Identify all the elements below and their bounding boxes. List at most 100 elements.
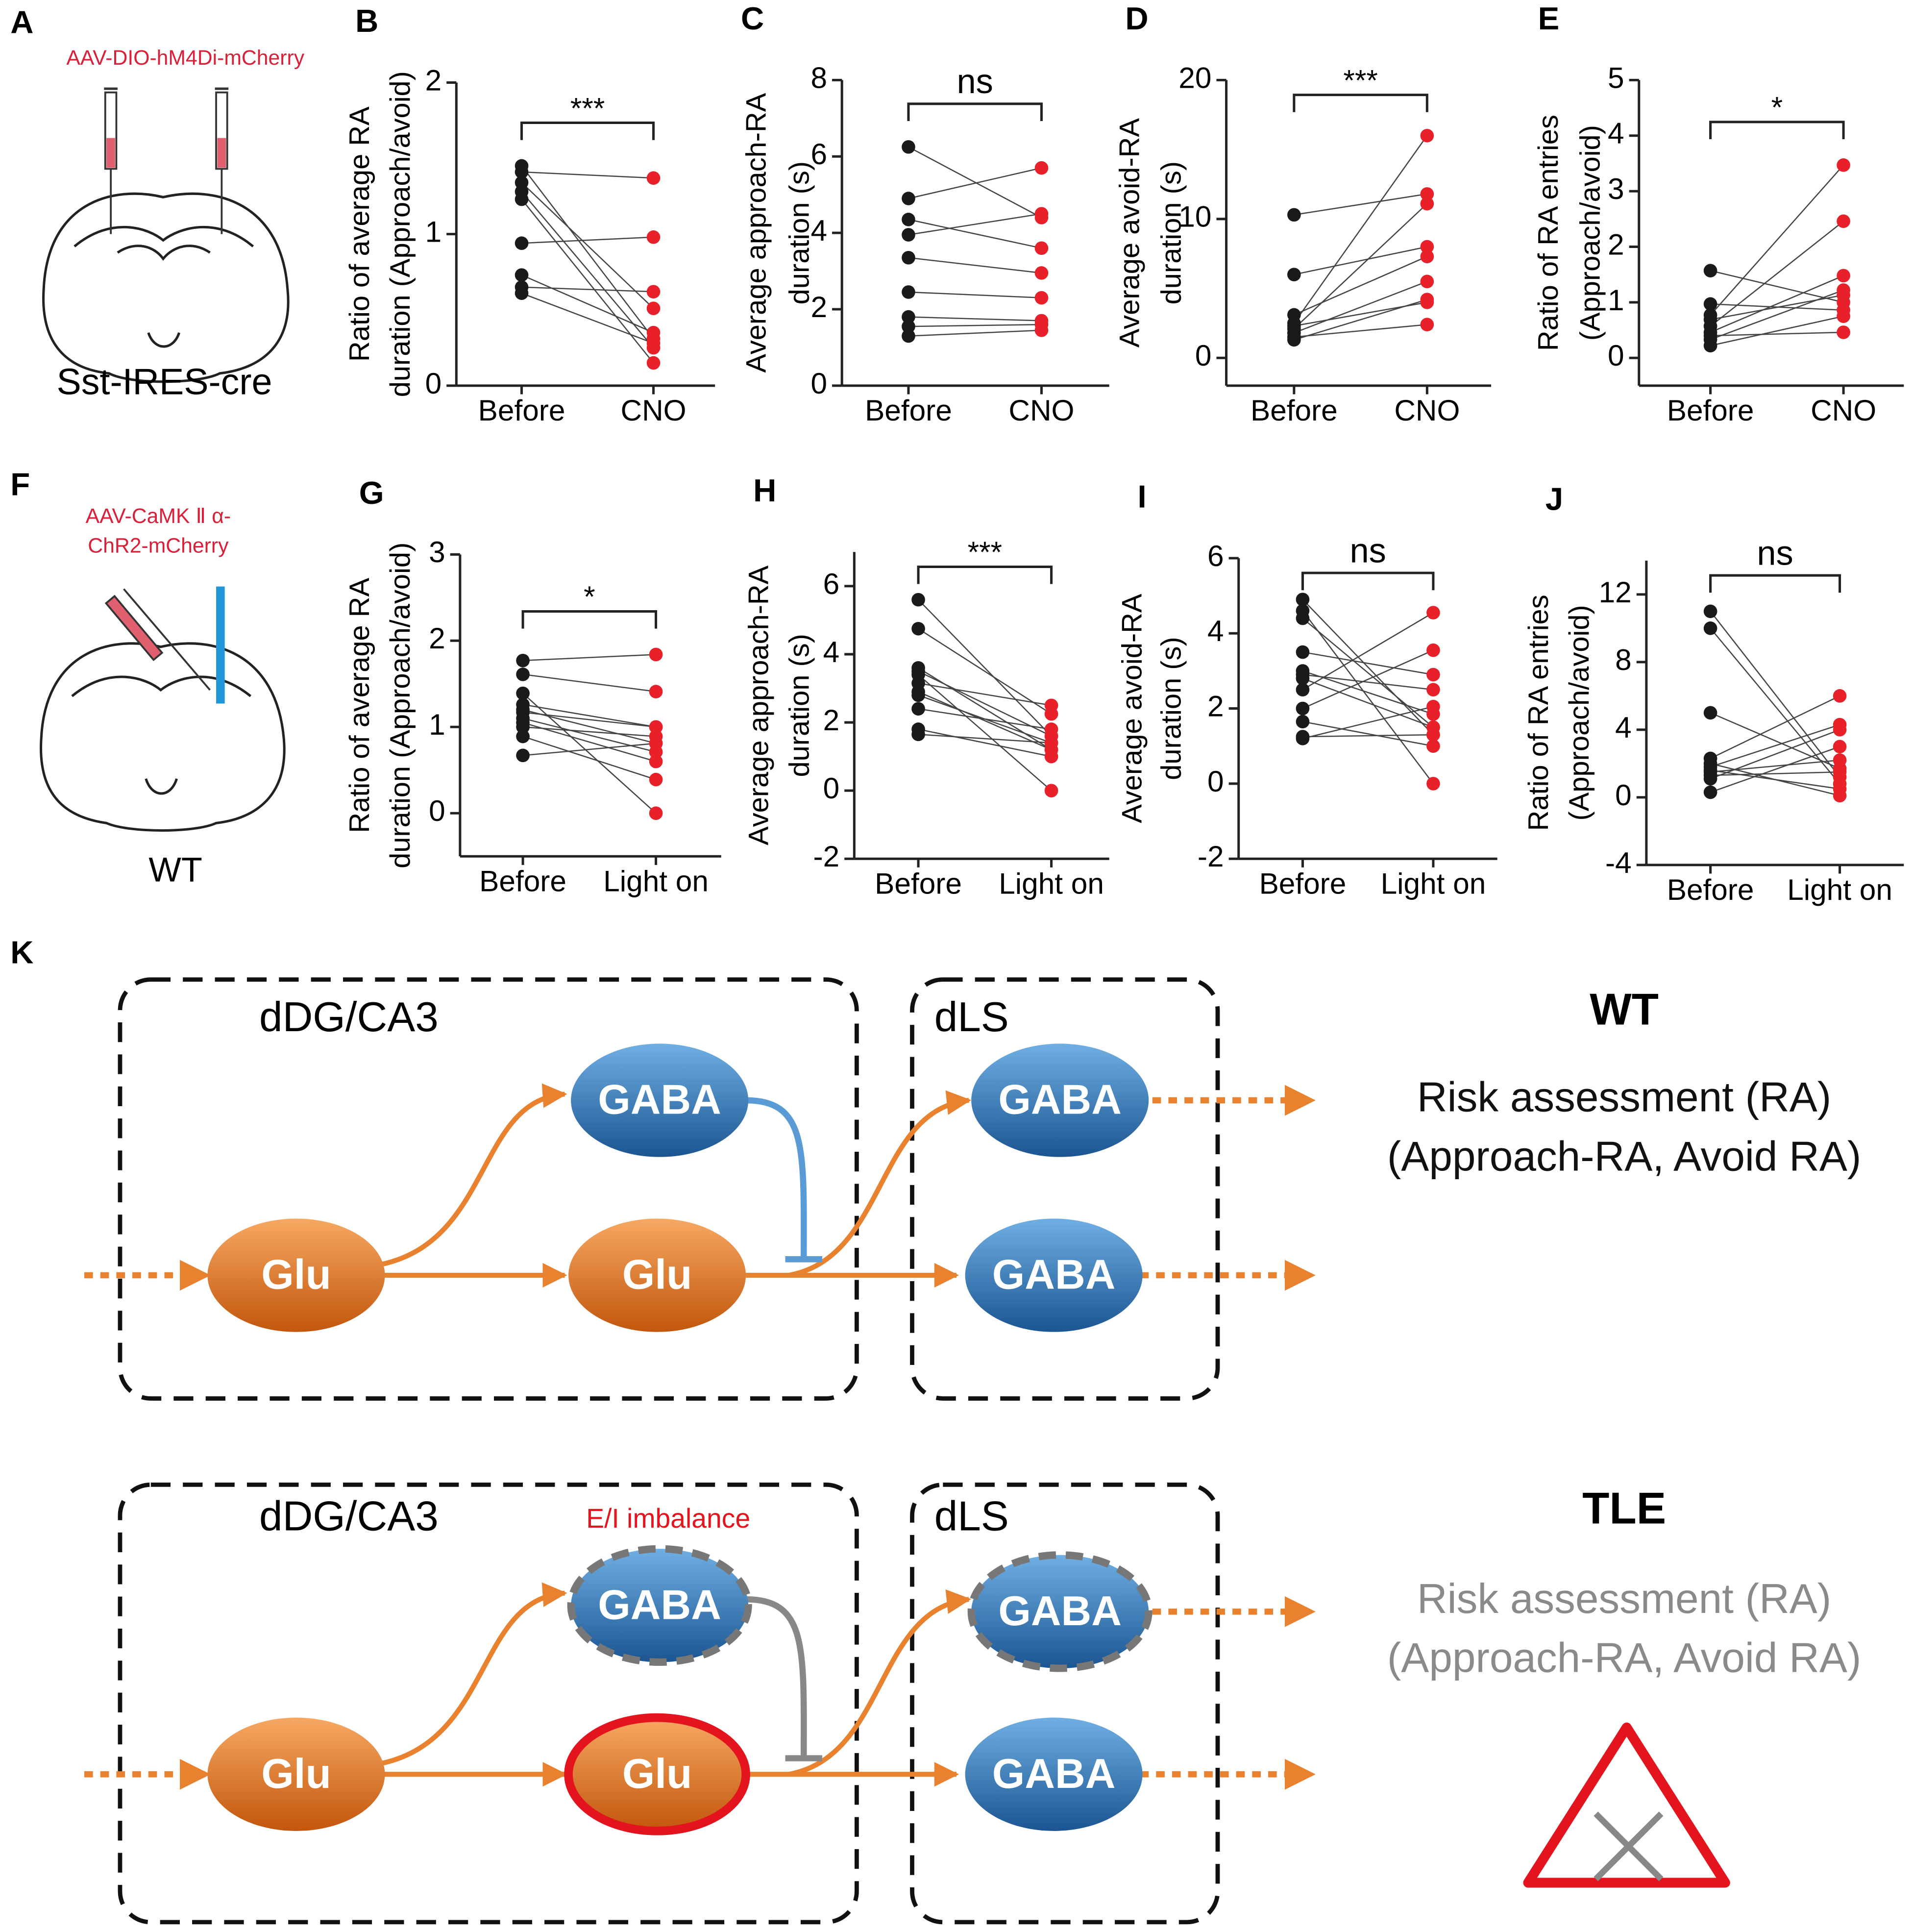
data-point: [1287, 319, 1301, 333]
pair-line: [522, 743, 656, 756]
cell-node: [567, 1545, 752, 1666]
y-tick-label: 1: [425, 215, 442, 248]
x-tick-label: Before: [478, 394, 565, 427]
x-tick-label: Light on: [1381, 867, 1486, 900]
y-axis-label: (Approach/avoid): [1564, 605, 1595, 820]
pair-line: [908, 146, 1042, 219]
data-point: [1837, 269, 1850, 283]
excitatory-arrow: [788, 1589, 972, 1777]
pair-line: [1710, 221, 1844, 327]
panel-a: A AAV-DIO-hM4Di-mCherry Sst-IRES-cre: [10, 4, 305, 402]
y-axis-label: duration (s): [1156, 637, 1187, 780]
data-point: [1296, 611, 1310, 625]
data-point: [646, 301, 661, 316]
pair-line: [522, 704, 656, 728]
data-point: [516, 729, 530, 743]
chart-panel: J -4 0 4 8 12 Ratio of RA entries (Approach/avo…: [1523, 481, 1904, 906]
pair-line: [521, 274, 654, 333]
significance-label: ***: [570, 91, 605, 124]
significance-label: *: [584, 580, 595, 613]
pair-line: [918, 728, 1052, 757]
y-tick-label: 2: [429, 621, 445, 655]
pair-line: [1710, 315, 1844, 347]
data-point: [1420, 128, 1434, 143]
data-point: [515, 192, 529, 206]
y-tick-label: 4: [1207, 614, 1224, 647]
data-point: [515, 286, 529, 300]
syringe: [104, 588, 211, 691]
optic-fiber: [216, 586, 225, 704]
pair-line: [908, 291, 1042, 298]
chart-panel: G 0 1 2 3 Ratio of average RA duration (Approa…: [344, 475, 721, 897]
data-point: [1426, 606, 1440, 619]
data-point: [1044, 784, 1058, 797]
pair-line: [1710, 771, 1840, 776]
data-point: [1703, 763, 1717, 777]
pair-line: [522, 736, 656, 780]
y-axis-label: (Approach/avoid): [1575, 125, 1606, 341]
pair-line: [521, 182, 654, 309]
pair-line: [1294, 246, 1427, 275]
virus-label: AAV-CaMK Ⅱ α-: [86, 504, 231, 528]
data-point: [646, 336, 661, 350]
panel-label: I: [1138, 478, 1147, 514]
data-point: [1833, 782, 1847, 796]
data-point: [1833, 740, 1847, 754]
inhibitory-link: [746, 1596, 807, 1756]
data-point: [1034, 323, 1049, 337]
data-point: [516, 748, 530, 763]
data-point: [1426, 777, 1440, 791]
pair-line: [1294, 256, 1427, 316]
panel-label: D: [1125, 0, 1148, 36]
significance-label: ns: [1350, 531, 1386, 570]
data-point: [1420, 296, 1434, 309]
data-point: [1296, 701, 1310, 716]
data-point: [516, 686, 530, 700]
data-point: [902, 310, 915, 324]
y-tick-label: 4: [823, 635, 840, 669]
region-box: [118, 977, 859, 1401]
panel-label: F: [10, 466, 30, 502]
inhibitory-link: [746, 1097, 807, 1257]
y-tick-label: 2: [810, 290, 827, 323]
y-tick-label: 1: [429, 708, 445, 741]
warning-sign: [1523, 1722, 1730, 1888]
data-point: [902, 192, 915, 205]
data-point: [646, 325, 661, 340]
cell-node: [971, 1043, 1149, 1157]
cell-node: [967, 1551, 1153, 1672]
y-tick-label: 8: [1615, 643, 1632, 676]
y-tick-label: 0: [429, 794, 445, 827]
cell-node: [965, 1717, 1143, 1831]
x-tick-label: Before: [875, 867, 962, 900]
y-tick-label: 3: [429, 535, 445, 569]
cell-label: GABA: [998, 1588, 1122, 1635]
data-point: [1044, 729, 1058, 743]
y-axis-label: Ratio of average RA: [344, 578, 375, 833]
significance-label: ***: [1343, 63, 1377, 97]
virus-label: AAV-DIO-hM4Di-mCherry: [66, 46, 304, 70]
significance-bracket: [521, 610, 658, 629]
data-point: [1426, 683, 1440, 697]
data-point: [1420, 249, 1434, 264]
y-tick-label: 4: [1615, 711, 1632, 744]
data-point: [515, 236, 529, 250]
pair-line: [523, 654, 656, 662]
data-point: [1703, 339, 1717, 353]
cell-node: [564, 1713, 750, 1835]
syringe: [104, 87, 118, 234]
panel-label: J: [1545, 481, 1563, 517]
data-point: [1034, 291, 1049, 305]
data-point: [902, 250, 915, 265]
data-point: [1296, 671, 1310, 686]
pair-line: [1302, 610, 1434, 784]
x-tick-label: Light on: [999, 867, 1104, 900]
pair-line: [1710, 165, 1844, 316]
data-point: [1833, 765, 1847, 779]
data-point: [516, 668, 530, 681]
data-point: [1034, 161, 1049, 175]
y-axis-label: Average approach-RA: [743, 565, 775, 845]
outcome-label: (Approach-RA, Avoid RA): [1387, 1635, 1862, 1681]
pair-line: [1302, 599, 1434, 736]
y-tick-label: 2: [823, 703, 840, 737]
